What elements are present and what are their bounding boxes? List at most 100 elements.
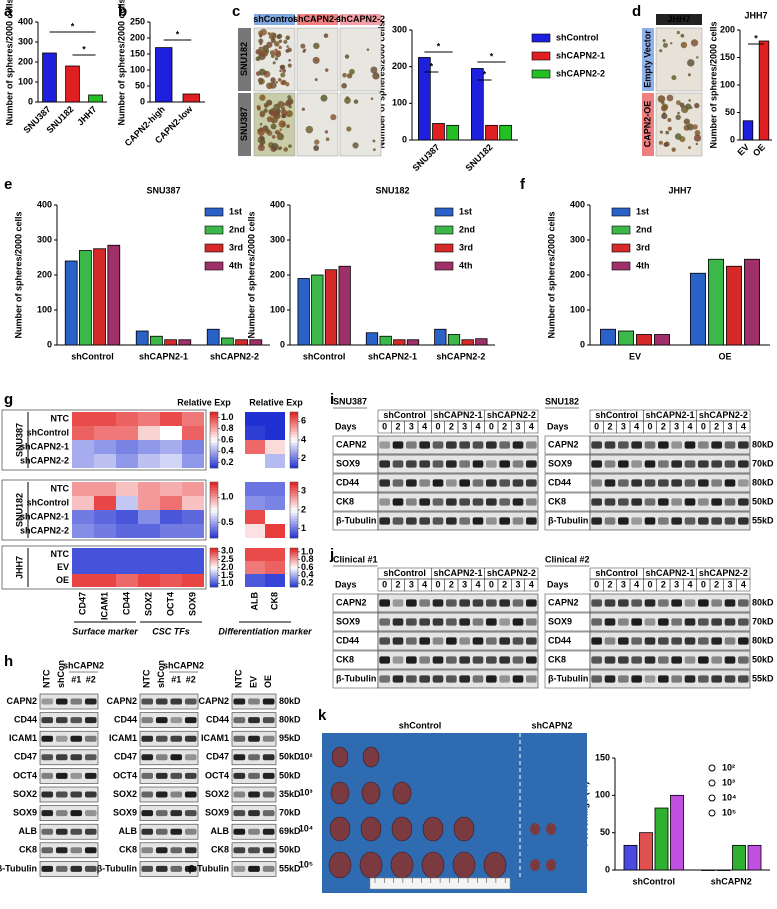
blot-band <box>432 675 444 683</box>
day-label: 3 <box>727 579 732 589</box>
bar <box>65 65 80 103</box>
sphere <box>285 49 290 53</box>
y-tick-label: 0 <box>47 339 52 349</box>
colorbar-tick-label: 0.4 <box>221 446 234 456</box>
days-label: Days <box>335 421 357 431</box>
row-header: SNU387 <box>239 107 249 141</box>
heatmap-cell <box>265 496 285 510</box>
significance-label: * <box>430 61 434 71</box>
blot-band <box>698 441 709 449</box>
column-header-box <box>340 14 381 25</box>
blot-band <box>671 479 682 487</box>
y-tick-label: 100 <box>392 98 407 108</box>
colorbar-step <box>290 567 298 570</box>
colorbar-step <box>290 462 298 466</box>
bar <box>64 260 78 346</box>
sphere <box>663 105 668 109</box>
blot-strip <box>589 511 751 531</box>
day-label: 3 <box>621 579 626 589</box>
blot-band <box>170 791 183 798</box>
blot-band <box>591 675 602 683</box>
heatmap-cell <box>94 454 116 468</box>
heatmap-cell <box>138 574 160 587</box>
colorbar-step <box>290 493 298 497</box>
colorbar-step <box>210 456 218 460</box>
blot-band <box>170 810 183 817</box>
protein-label: CD44 <box>336 477 359 487</box>
heatmap-cell <box>138 496 160 510</box>
day-label: 0 <box>489 421 494 431</box>
sphere <box>276 108 281 114</box>
size-label: 55kD <box>752 515 774 525</box>
bar <box>150 335 163 346</box>
protein-label: SOX9 <box>548 616 572 626</box>
blot-strip <box>139 693 199 710</box>
sphere <box>663 142 669 147</box>
tumor <box>330 781 350 805</box>
blot-band <box>644 479 656 487</box>
blot-band <box>604 599 616 607</box>
blot-band <box>248 772 260 779</box>
y-tick-label: 50 <box>135 80 145 90</box>
sphere <box>696 56 699 59</box>
row-header: SNU182 <box>239 42 249 76</box>
y-tick-label: 300 <box>18 36 33 46</box>
blot-band <box>41 791 54 798</box>
tumor <box>329 816 351 842</box>
blot-strip <box>377 454 539 474</box>
blot-band <box>499 637 510 645</box>
legend-swatch <box>204 225 224 235</box>
blot-band <box>406 479 417 487</box>
chart-title: SNU387 <box>146 185 180 195</box>
lane-label: NTC <box>142 669 152 688</box>
blot-band <box>644 460 656 468</box>
day-label: 0 <box>382 579 387 589</box>
blot-band <box>55 772 68 779</box>
protein-label: CAPN2 <box>336 439 367 449</box>
blot-band <box>671 637 682 645</box>
blot-band <box>698 599 709 607</box>
blot-band <box>604 498 616 506</box>
y-tick-label: 200 <box>18 56 33 66</box>
heatmap-cell <box>182 412 204 426</box>
blot-band <box>486 517 497 525</box>
day-label: 4 <box>475 579 480 589</box>
heatmap-cell <box>138 548 160 561</box>
colorbar-step <box>290 549 298 553</box>
protein-label: SOX9 <box>548 458 572 468</box>
lane-group-label: shCAPN2 <box>63 660 104 670</box>
sphere <box>271 107 275 112</box>
blot-band <box>698 498 709 506</box>
colorbar-tick-label: 3 <box>301 486 306 496</box>
blot-band <box>512 460 524 468</box>
legend-label: 4th <box>229 260 243 270</box>
size-label: 50kD <box>279 845 301 855</box>
day-label: 2 <box>661 579 666 589</box>
colorbar-step <box>210 417 218 421</box>
heatmap-cell <box>265 561 285 574</box>
day-label: 2 <box>714 579 719 589</box>
blot-band <box>459 441 470 449</box>
sphere <box>281 109 287 116</box>
colorbar-step <box>210 451 218 455</box>
heatmap-cell <box>245 426 265 440</box>
protein-label: CD44 <box>336 635 359 645</box>
blot-band <box>248 698 260 705</box>
tumor <box>453 816 475 842</box>
legend-label: 3rd <box>636 242 650 252</box>
colorbar-step <box>210 434 218 438</box>
tumor <box>530 859 540 871</box>
blot-band <box>738 618 749 626</box>
blot-band <box>526 637 537 645</box>
colorbar-step <box>290 487 298 491</box>
tumor <box>362 746 380 768</box>
colorbar-step <box>210 420 218 424</box>
colorbar-step <box>210 462 218 466</box>
bar <box>221 337 234 346</box>
colorbar-step <box>210 577 218 580</box>
heatmap-cell <box>265 524 285 538</box>
blot-band <box>379 675 390 683</box>
blot-band <box>618 618 629 626</box>
blot-band <box>419 637 430 645</box>
protein-label: β-Tubulin <box>336 515 376 525</box>
